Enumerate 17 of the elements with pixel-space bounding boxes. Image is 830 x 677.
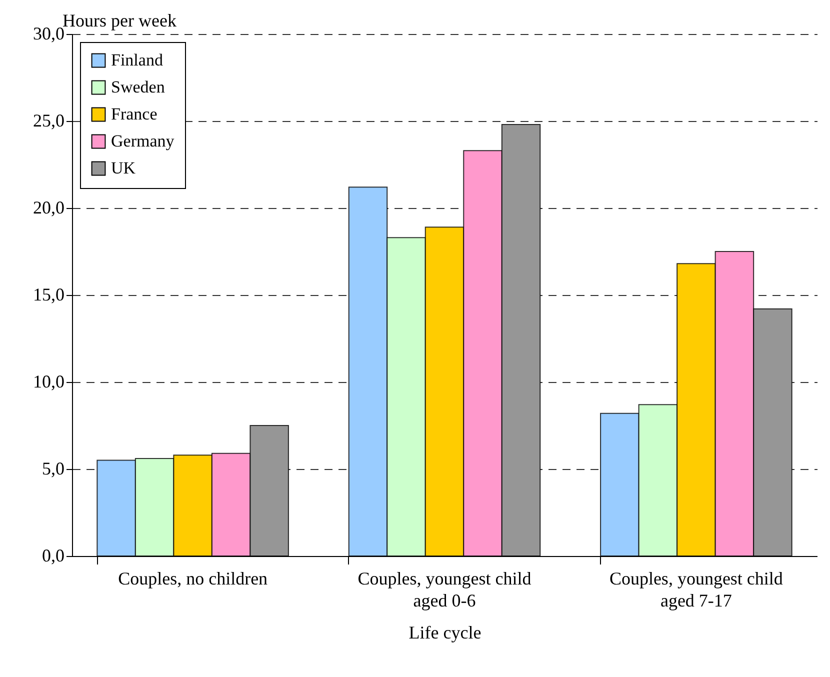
- y-tick-label: 30,0: [33, 24, 64, 44]
- legend-label: UK: [111, 158, 136, 178]
- x-tick-label: Couples, no children: [118, 568, 268, 588]
- y-tick-label: 15,0: [33, 284, 64, 304]
- legend-label: Germany: [111, 132, 175, 150]
- legend-label: Finland: [111, 50, 164, 70]
- y-tick-label: 5,0: [42, 458, 64, 478]
- y-tick-label: 10,0: [33, 372, 64, 392]
- x-tick-label: Couples, youngest child aged 7-17: [609, 568, 783, 610]
- legend-label: Sweden: [111, 78, 166, 96]
- y-axis-title: Hours per week: [62, 10, 176, 30]
- legend-label: France: [111, 104, 158, 124]
- y-tick-label: 0,0: [42, 546, 64, 566]
- x-axis-title: Life cycle: [408, 622, 482, 642]
- y-tick-label: 25,0: [33, 110, 64, 130]
- y-tick-label: 20,0: [33, 198, 64, 218]
- x-tick-label: Couples, youngest child aged 0-6: [358, 568, 532, 610]
